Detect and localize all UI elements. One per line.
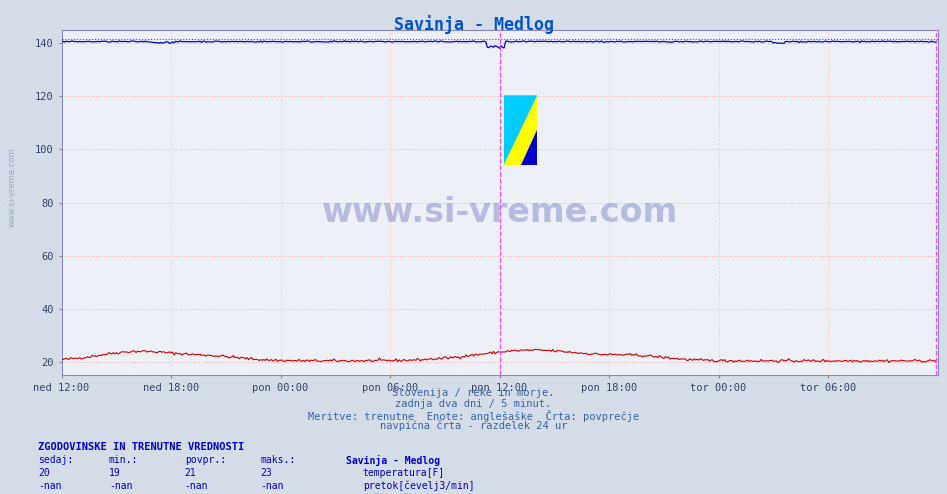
Text: 21: 21 xyxy=(185,468,196,478)
Text: www.si-vreme.com: www.si-vreme.com xyxy=(321,197,678,229)
Text: maks.:: maks.: xyxy=(260,455,295,465)
Text: min.:: min.: xyxy=(109,455,138,465)
Text: pretok[čevelj3/min]: pretok[čevelj3/min] xyxy=(363,481,474,491)
Text: -nan: -nan xyxy=(109,481,133,491)
Text: povpr.:: povpr.: xyxy=(185,455,225,465)
Text: zadnja dva dni / 5 minut.: zadnja dva dni / 5 minut. xyxy=(396,399,551,409)
Text: temperatura[F]: temperatura[F] xyxy=(363,468,445,478)
Text: sedaj:: sedaj: xyxy=(38,455,73,465)
Text: Meritve: trenutne  Enote: anglešaške  Črta: povprečje: Meritve: trenutne Enote: anglešaške Črta… xyxy=(308,410,639,421)
Text: ZGODOVINSKE IN TRENUTNE VREDNOSTI: ZGODOVINSKE IN TRENUTNE VREDNOSTI xyxy=(38,442,244,452)
Text: -nan: -nan xyxy=(185,481,208,491)
Text: www.si-vreme.com: www.si-vreme.com xyxy=(8,148,17,227)
Text: 19: 19 xyxy=(109,468,120,478)
Text: navpična črta - razdelek 24 ur: navpična črta - razdelek 24 ur xyxy=(380,420,567,431)
Text: Savinja - Medlog: Savinja - Medlog xyxy=(346,455,439,466)
Text: -nan: -nan xyxy=(38,481,62,491)
Text: -nan: -nan xyxy=(260,481,284,491)
Text: 20: 20 xyxy=(38,468,49,478)
Text: Savinja - Medlog: Savinja - Medlog xyxy=(394,15,553,34)
Text: Slovenija / reke in morje.: Slovenija / reke in morje. xyxy=(392,388,555,398)
Text: 23: 23 xyxy=(260,468,272,478)
